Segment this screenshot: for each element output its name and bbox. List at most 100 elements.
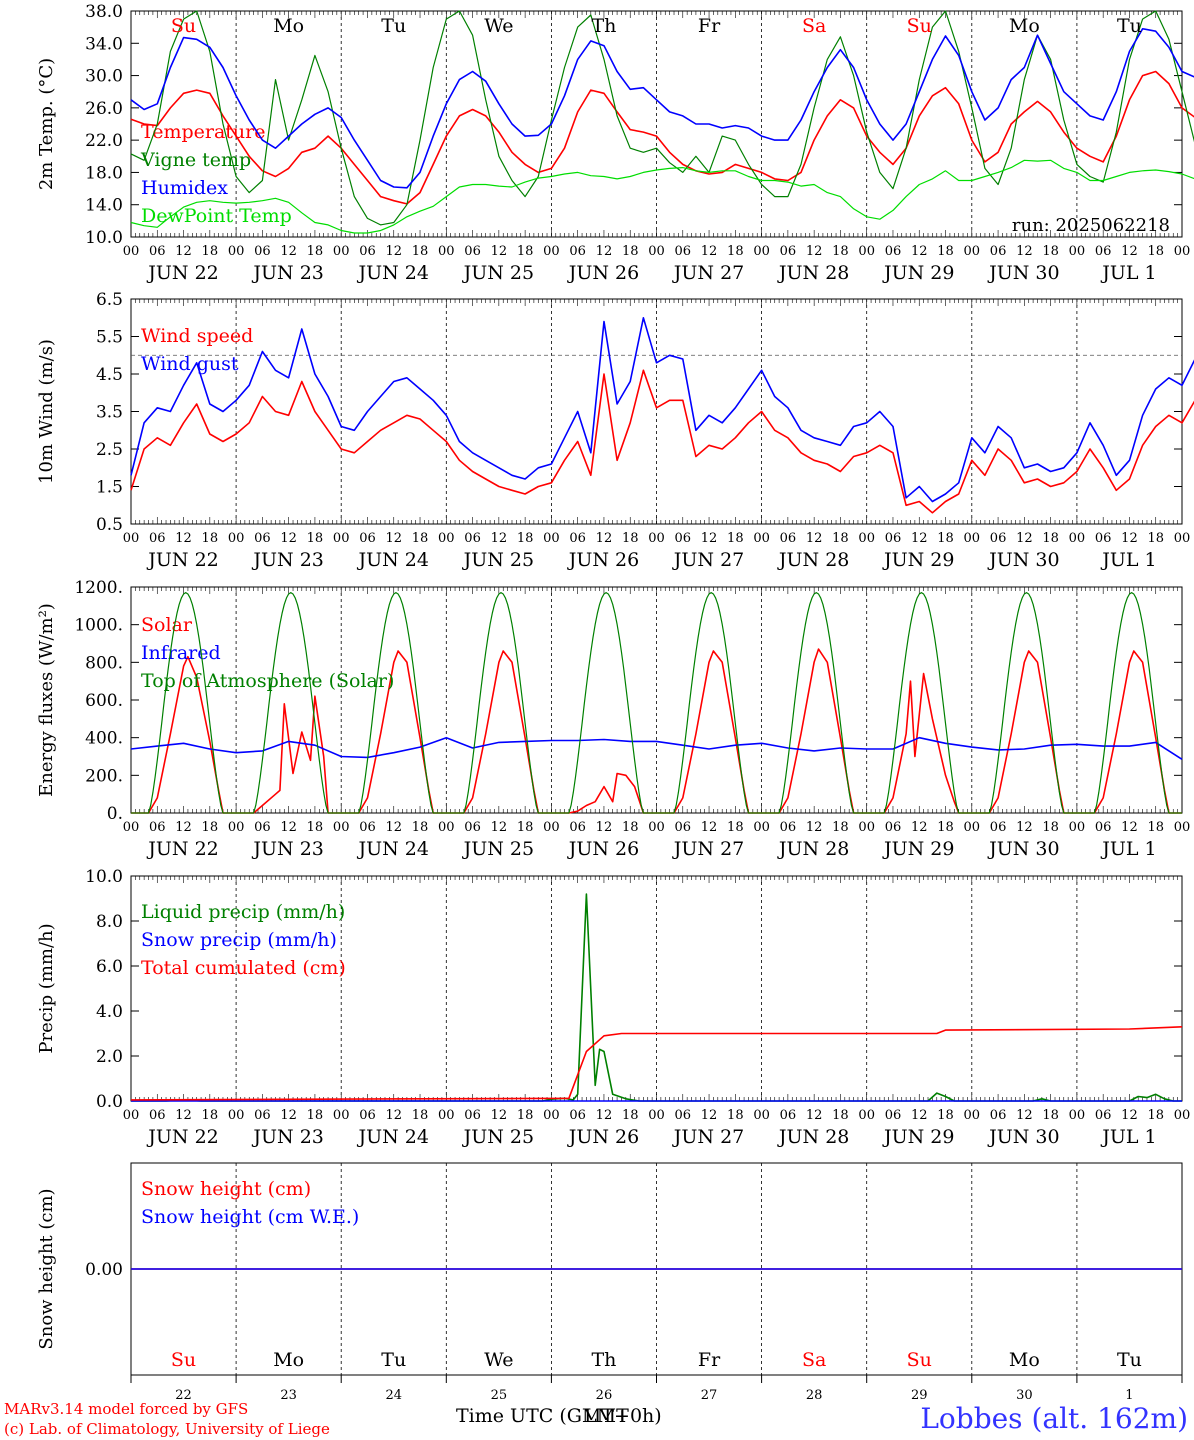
hour-label: 12 <box>385 820 402 835</box>
hour-label: 12 <box>911 1108 928 1123</box>
hour-label: 18 <box>517 244 534 259</box>
run-annotation: run: 2025062218 <box>1012 215 1170 236</box>
date-label: JUN 26 <box>567 1126 639 1148</box>
weekday-label: We <box>484 15 513 37</box>
hour-label: 12 <box>701 531 718 546</box>
hour-label: 12 <box>701 820 718 835</box>
hour-label: 12 <box>491 244 508 259</box>
hour-label: 18 <box>517 820 534 835</box>
hour-label: 12 <box>806 820 823 835</box>
hour-label: 12 <box>280 531 297 546</box>
date-label: JUN 23 <box>251 262 323 284</box>
hour-label: 00 <box>753 820 770 835</box>
hour-label: 06 <box>1095 244 1112 259</box>
hour-label: 00 <box>438 1108 455 1123</box>
legend-label: Top of Atmosphere (Solar) <box>141 670 394 692</box>
date-label: JUN 22 <box>146 838 218 860</box>
hour-label: 06 <box>464 1108 481 1123</box>
hour-label: 18 <box>937 1108 954 1123</box>
hour-label: 12 <box>596 531 613 546</box>
hour-label: 06 <box>990 1108 1007 1123</box>
hour-label: 06 <box>149 1108 166 1123</box>
hour-label: 06 <box>780 244 797 259</box>
hour-label: 18 <box>1042 1108 1059 1123</box>
hour-label: 12 <box>1121 1108 1138 1123</box>
hour-label: 18 <box>202 820 219 835</box>
hour-label: 18 <box>937 244 954 259</box>
weekday-label: Su <box>171 1349 196 1371</box>
hour-label: 06 <box>254 820 271 835</box>
hour-label: 18 <box>202 244 219 259</box>
hour-label: 00 <box>1069 820 1086 835</box>
hour-label: 18 <box>307 1108 324 1123</box>
weekday-label: Sa <box>802 1349 826 1371</box>
y-axis-title: 10m Wind (m/s) <box>36 339 57 484</box>
legend-label: DewPoint Temp <box>141 205 292 227</box>
date-label: JUN 25 <box>462 1126 534 1148</box>
series-line <box>130 369 1194 514</box>
hour-label: 12 <box>280 1108 297 1123</box>
y-axis-title: Precip (mm/h) <box>36 923 57 1053</box>
hour-label: 00 <box>228 244 245 259</box>
weekday-label: Su <box>907 1349 932 1371</box>
date-label: JUN 29 <box>882 838 954 860</box>
date-label: JUN 29 <box>882 262 954 284</box>
y-tick-label: 2.0 <box>96 1047 123 1067</box>
hour-label: 00 <box>543 244 560 259</box>
hour-label: 00 <box>438 244 455 259</box>
hour-label: 00 <box>858 1108 875 1123</box>
date-label: JUN 23 <box>251 838 323 860</box>
hour-label: 06 <box>149 531 166 546</box>
hour-label: 00 <box>1174 820 1191 835</box>
y-tick-label: 2.5 <box>96 440 123 460</box>
hour-label: 18 <box>727 244 744 259</box>
weekday-label: Mo <box>1009 15 1040 37</box>
hour-label: 18 <box>622 820 639 835</box>
hour-label: 00 <box>648 244 665 259</box>
weekday-label: Tu <box>1117 15 1142 37</box>
hour-label: 12 <box>175 244 192 259</box>
hour-label: 12 <box>280 244 297 259</box>
series-line <box>130 317 1194 503</box>
series-line <box>131 592 1182 814</box>
legend-label: Snow height (cm W.E.) <box>141 1206 359 1228</box>
hour-label: 18 <box>622 244 639 259</box>
hour-label: 18 <box>727 820 744 835</box>
hour-label: 00 <box>1069 244 1086 259</box>
y-tick-label: 0.0 <box>96 1092 123 1112</box>
day-number: 25 <box>491 1388 508 1403</box>
hour-label: 00 <box>543 531 560 546</box>
date-label: JUN 22 <box>146 1126 218 1148</box>
hour-label: 12 <box>491 820 508 835</box>
hour-label: 18 <box>202 1108 219 1123</box>
hour-label: 00 <box>1069 531 1086 546</box>
y-tick-label: 4.5 <box>96 365 123 385</box>
hour-label: 12 <box>596 244 613 259</box>
hour-label: 12 <box>175 820 192 835</box>
hour-label: 06 <box>359 1108 376 1123</box>
weekday-label: Mo <box>1009 1349 1040 1371</box>
date-label: JUN 26 <box>567 262 639 284</box>
hour-label: 00 <box>753 531 770 546</box>
hour-label: 12 <box>280 820 297 835</box>
hour-label: 18 <box>307 531 324 546</box>
hour-label: 12 <box>701 1108 718 1123</box>
y-tick-label: 4.0 <box>96 1002 123 1022</box>
y-tick-label: 6.5 <box>96 290 123 310</box>
weekday-label: Mo <box>273 1349 304 1371</box>
hour-label: 18 <box>832 1108 849 1123</box>
hour-label: 06 <box>359 244 376 259</box>
y-tick-label: 26.0 <box>85 99 123 119</box>
hour-label: 18 <box>1042 820 1059 835</box>
time-axis-label: Time UTC (GMT+0h) <box>456 1405 662 1427</box>
weekday-label: Tu <box>1117 1349 1142 1371</box>
y-tick-label: 30.0 <box>85 67 123 87</box>
hour-label: 12 <box>175 531 192 546</box>
hour-label: 12 <box>385 244 402 259</box>
date-label: JUN 29 <box>882 549 954 571</box>
weekday-label: Su <box>171 15 196 37</box>
hour-label: 06 <box>464 244 481 259</box>
legend-label: Snow precip (mm/h) <box>141 929 337 951</box>
series-line <box>130 159 1194 234</box>
hour-label: 12 <box>491 1108 508 1123</box>
